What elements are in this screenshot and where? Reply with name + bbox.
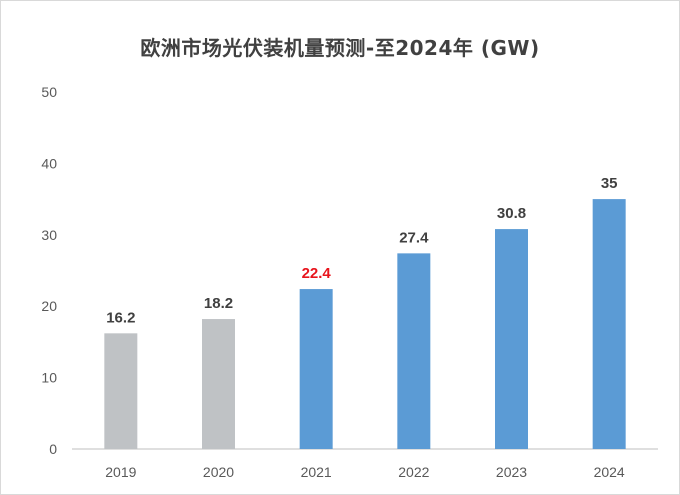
data-label-2020: 18.2 bbox=[204, 295, 233, 312]
data-label-2019: 16.2 bbox=[106, 309, 135, 326]
chart-title: 欧洲市场光伏装机量预测-至2024年 (GW) bbox=[140, 36, 540, 60]
y-tick-label-20: 20 bbox=[41, 298, 57, 314]
bar-2020 bbox=[202, 319, 235, 449]
bar-2022 bbox=[397, 253, 431, 449]
y-tick-label-40: 40 bbox=[41, 155, 57, 171]
bar-2019 bbox=[104, 333, 138, 449]
bar-2021 bbox=[299, 289, 333, 449]
x-tick-label-2024: 2024 bbox=[594, 464, 625, 480]
data-label-2021: 22.4 bbox=[302, 265, 332, 282]
x-tick-label-2021: 2021 bbox=[301, 464, 332, 480]
bar-2023 bbox=[495, 229, 528, 449]
y-tick-label-50: 50 bbox=[41, 84, 57, 100]
x-tick-label-2022: 2022 bbox=[398, 464, 429, 480]
x-tick-label-2019: 2019 bbox=[105, 464, 136, 480]
y-tick-label-10: 10 bbox=[41, 370, 57, 386]
bar-2024 bbox=[592, 199, 626, 449]
y-tick-label-30: 30 bbox=[41, 227, 57, 243]
data-label-2022: 27.4 bbox=[399, 229, 429, 246]
x-tick-label-2023: 2023 bbox=[496, 464, 527, 480]
x-tick-label-2020: 2020 bbox=[203, 464, 234, 480]
y-tick-label-0: 0 bbox=[49, 441, 57, 457]
data-label-2023: 30.8 bbox=[497, 205, 526, 222]
data-label-2024: 35 bbox=[601, 175, 618, 192]
